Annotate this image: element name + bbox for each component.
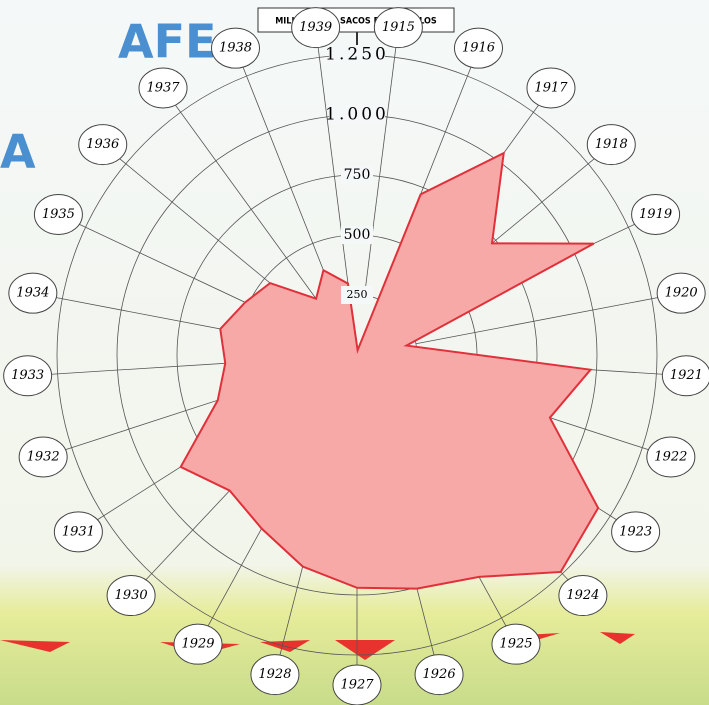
title-fragment: A bbox=[0, 125, 36, 179]
year-label: 1918 bbox=[595, 137, 628, 152]
year-badge bbox=[661, 355, 709, 397]
year-label: 1936 bbox=[86, 137, 119, 152]
year-label: 1929 bbox=[181, 637, 214, 652]
year-badge bbox=[646, 436, 696, 478]
year-badge bbox=[526, 67, 576, 109]
year-label: 1938 bbox=[219, 41, 252, 56]
year-label: 1916 bbox=[462, 41, 495, 56]
year-badge bbox=[453, 27, 503, 69]
year-badge bbox=[631, 193, 681, 235]
spoke bbox=[364, 47, 397, 296]
year-badge bbox=[78, 124, 128, 166]
year-badge bbox=[611, 511, 661, 553]
r-tick-label: 1.250 bbox=[325, 45, 389, 65]
tick-label-bg bbox=[341, 226, 373, 244]
year-badge bbox=[250, 654, 300, 696]
spoke bbox=[242, 66, 336, 300]
year-label: 1930 bbox=[115, 588, 148, 603]
year-label: 1920 bbox=[665, 286, 698, 301]
year-label: 1933 bbox=[11, 368, 44, 383]
year-label: 1923 bbox=[619, 524, 652, 539]
year-badge bbox=[491, 623, 541, 665]
year-label: 1928 bbox=[258, 667, 291, 682]
tick-label-bg bbox=[329, 46, 385, 64]
year-label: 1921 bbox=[670, 368, 703, 383]
year-badge bbox=[18, 436, 68, 478]
year-badge bbox=[173, 623, 223, 665]
r-tick-label: 500 bbox=[344, 227, 371, 243]
r-tick-label: 1.000 bbox=[325, 105, 389, 125]
year-badge bbox=[586, 124, 636, 166]
year-label: 1931 bbox=[62, 524, 95, 539]
year-badge bbox=[138, 67, 188, 109]
year-label: 1917 bbox=[534, 81, 568, 96]
year-badge bbox=[211, 27, 261, 69]
spoke bbox=[174, 103, 323, 307]
year-label: 1932 bbox=[27, 449, 60, 464]
year-label: 1919 bbox=[639, 207, 672, 222]
area bbox=[179, 151, 600, 590]
r-tick-label: 750 bbox=[344, 167, 371, 183]
tick-label-bg bbox=[341, 286, 373, 304]
tick-label-bg bbox=[341, 166, 373, 184]
spoke bbox=[415, 296, 662, 345]
year-label: 1934 bbox=[16, 286, 49, 301]
year-badge bbox=[373, 7, 423, 49]
year-label: 1926 bbox=[423, 667, 456, 682]
r-tick-label: 250 bbox=[347, 288, 368, 301]
year-label: 1937 bbox=[146, 81, 180, 96]
axis-title: MILHARES DE SACOS DE 60 QUILOS bbox=[275, 17, 437, 27]
year-label: 1939 bbox=[299, 20, 332, 35]
year-label: 1925 bbox=[499, 637, 532, 652]
year-badge bbox=[656, 272, 706, 314]
year-badge bbox=[106, 575, 156, 617]
year-badge bbox=[291, 7, 341, 49]
year-badge bbox=[33, 193, 83, 235]
year-badge bbox=[332, 664, 382, 705]
year-label: 1922 bbox=[654, 449, 687, 464]
year-badge bbox=[414, 654, 464, 696]
year-badge bbox=[8, 272, 58, 314]
tick-label-bg bbox=[329, 106, 385, 124]
year-label: 1935 bbox=[42, 207, 75, 222]
year-label: 1927 bbox=[340, 678, 374, 693]
year-badge bbox=[558, 575, 608, 617]
year-badge bbox=[3, 355, 53, 397]
spoke bbox=[317, 47, 350, 296]
year-label: 1915 bbox=[382, 20, 415, 35]
title-fragment: AFE bbox=[118, 15, 216, 69]
year-label: 1924 bbox=[566, 588, 599, 603]
year-badge bbox=[53, 511, 103, 553]
